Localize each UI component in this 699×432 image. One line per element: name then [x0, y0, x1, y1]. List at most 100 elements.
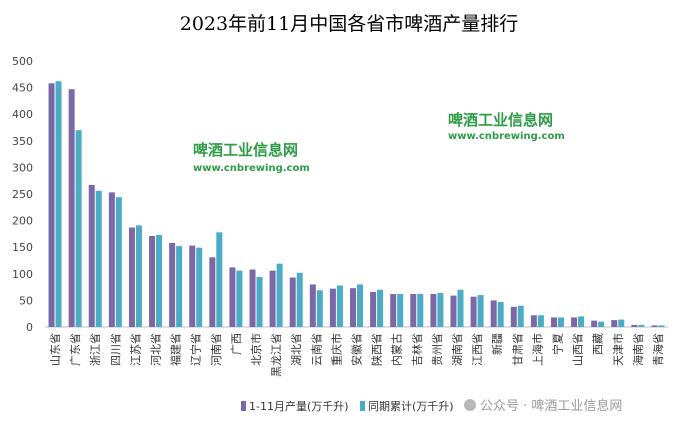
y-tick-label: 250	[12, 188, 33, 201]
y-tick-label: 450	[12, 82, 33, 95]
x-tick-label: 广西	[230, 333, 243, 355]
y-tick-label: 200	[12, 215, 33, 228]
x-tick-label: 福建省	[169, 333, 183, 366]
bar-current	[430, 294, 437, 327]
bar-previous	[537, 315, 544, 327]
y-tick-label: 150	[12, 241, 33, 254]
bar-current	[510, 306, 517, 327]
x-tick-label: 海南省	[631, 333, 645, 366]
y-tick-label: 350	[12, 135, 33, 148]
x-tick-label: 山东省	[49, 333, 62, 366]
bar-previous	[397, 294, 404, 327]
bar-previous	[658, 325, 665, 327]
watermark-url: www.cnbrewing.com	[193, 163, 310, 174]
bar-current	[329, 288, 336, 327]
bar-current	[209, 257, 216, 327]
bar-current	[631, 324, 638, 327]
bar-current	[309, 284, 316, 327]
bars	[48, 81, 665, 327]
bar-previous	[578, 316, 585, 327]
watermark-1: 啤酒工业信息网 www.cnbrewing.com	[193, 141, 310, 174]
x-tick-label: 浙江省	[89, 333, 102, 366]
watermark-url: www.cnbrewing.com	[448, 131, 565, 142]
x-tick-label: 广东省	[69, 333, 82, 366]
chart-title: 2023年前11月中国各省市啤酒产量排行	[180, 13, 519, 35]
bar-previous	[477, 295, 484, 327]
legend-label-series-2: 同期累计(万千升)	[368, 400, 454, 413]
y-tick-label: 300	[12, 161, 33, 174]
x-tick-label: 贵州省	[431, 333, 444, 366]
bar-current	[530, 315, 537, 327]
x-tick-label: 吉林省	[410, 333, 424, 366]
x-tick-label: 辽宁省	[189, 333, 203, 366]
x-tick-label: 山西省	[572, 333, 585, 366]
bar-previous	[216, 232, 223, 327]
y-axis: 0 50 100 150 200 250 300 350 400 450 500	[12, 55, 668, 334]
x-tick-label: 重庆市	[329, 333, 343, 366]
bar-previous	[377, 289, 384, 327]
bar-current	[390, 294, 397, 327]
watermark-title: 啤酒工业信息网	[193, 141, 298, 159]
bar-previous	[296, 272, 303, 327]
bar-current	[249, 269, 256, 327]
bar-previous	[276, 263, 283, 327]
bar-current	[189, 245, 196, 327]
bar-previous	[55, 81, 62, 327]
x-tick-label: 宁夏	[550, 333, 564, 355]
bar-current	[550, 317, 557, 327]
x-tick-label: 云南省	[310, 333, 323, 366]
bar-current	[410, 294, 417, 327]
bar-current	[149, 236, 156, 327]
x-tick-label: 四川省	[109, 333, 122, 366]
x-tick-label: 青海省	[651, 333, 665, 366]
x-tick-label: 湖北省	[290, 333, 303, 366]
y-tick-label: 0	[26, 321, 33, 334]
bar-previous	[135, 225, 142, 327]
bar-previous	[156, 234, 163, 327]
bar-previous	[176, 246, 183, 327]
wechat-icon	[464, 399, 476, 411]
bar-current	[651, 325, 658, 327]
bar-previous	[598, 321, 605, 327]
x-tick-label: 河北省	[150, 333, 163, 366]
y-tick-label: 50	[19, 294, 33, 307]
bar-current	[289, 277, 296, 327]
x-tick-label: 湖南省	[451, 333, 464, 366]
bar-current	[108, 192, 115, 327]
bar-current	[571, 317, 578, 327]
legend-swatch-series-1	[241, 401, 246, 411]
legend-label-series-1: 1-11月产量(万千升)	[249, 399, 349, 413]
bar-previous	[618, 319, 625, 327]
legend: 1-11月产量(万千升) 同期累计(万千升)	[241, 399, 454, 413]
bar-previous	[437, 292, 444, 327]
bar-current	[611, 320, 618, 327]
bar-previous	[497, 302, 504, 327]
y-tick-label: 500	[12, 55, 33, 68]
bar-previous	[517, 305, 524, 327]
bar-previous	[557, 317, 564, 327]
bar-current	[591, 320, 598, 327]
legend-swatch-series-2	[360, 401, 365, 411]
x-tick-label: 江苏省	[129, 333, 142, 366]
x-tick-label: 内蒙古	[390, 333, 404, 366]
bar-current	[229, 267, 236, 327]
bar-current	[48, 83, 55, 327]
bar-previous	[75, 130, 82, 327]
bar-previous	[336, 285, 343, 327]
y-tick-label: 400	[12, 108, 33, 121]
footer-watermark-text: 公众号 · 啤酒工业信息网	[480, 398, 622, 414]
x-tick-label: 黑龙江省	[270, 333, 283, 377]
x-tick-label: 西藏	[592, 333, 605, 355]
bar-previous	[316, 290, 323, 327]
bar-previous	[115, 197, 122, 327]
bar-current	[350, 288, 356, 327]
bar-previous	[236, 270, 243, 327]
bar-current	[169, 242, 176, 327]
x-tick-label: 江西省	[471, 333, 484, 366]
bar-previous	[196, 247, 203, 327]
watermark-title: 啤酒工业信息网	[448, 111, 553, 129]
bar-current	[370, 291, 377, 327]
bar-previous	[417, 294, 424, 327]
x-tick-label: 安徽省	[350, 333, 364, 366]
